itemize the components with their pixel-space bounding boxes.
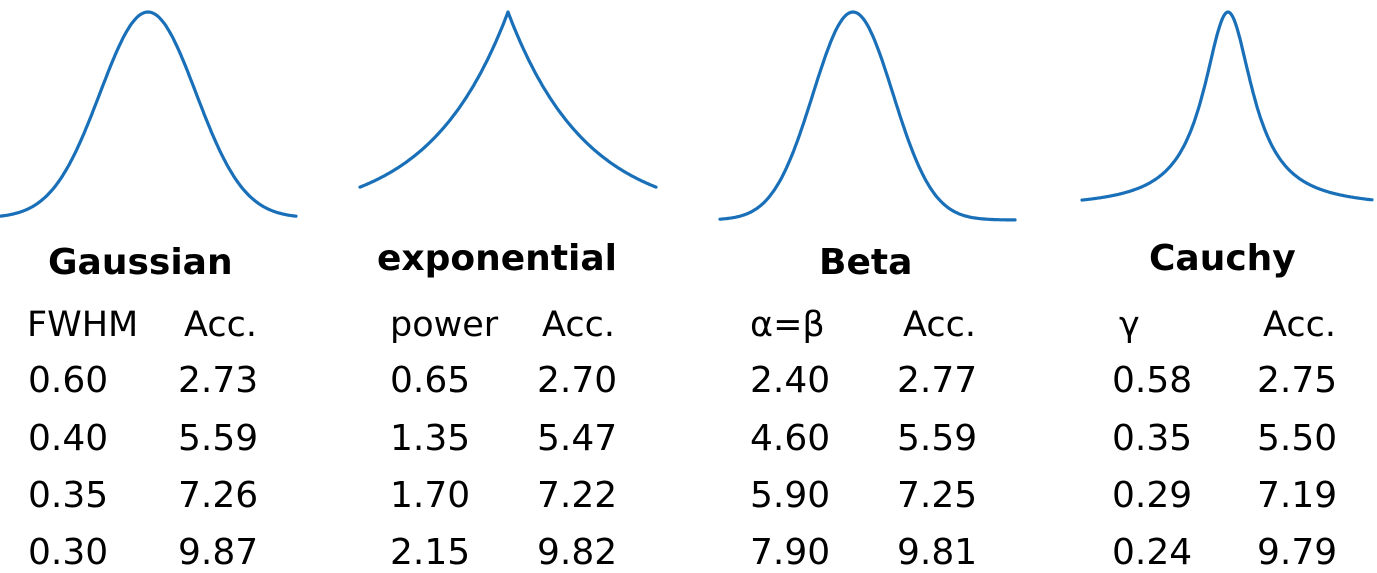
acc-value: 7.22 [537,475,618,516]
param-value: 0.30 [28,532,109,573]
param-header: FWHM [27,305,139,345]
param-value: 0.40 [28,418,109,459]
panel-gaussian: Gaussian FWHM Acc. 0.60 2.73 0.40 5.59 0… [0,0,300,573]
param-value: 7.90 [750,532,831,573]
param-value: 0.35 [1112,418,1193,459]
panel-title: exponential [377,238,617,279]
acc-value: 5.59 [178,418,259,459]
acc-value: 9.81 [897,532,978,573]
panel-cauchy: Cauchy γ Acc. 0.58 2.75 0.35 5.50 0.29 7… [1077,0,1377,573]
acc-value: 5.59 [897,418,978,459]
panel-exponential: exponential power Acc. 0.65 2.70 1.35 5.… [355,0,665,573]
acc-value: 5.47 [537,418,618,459]
param-value: 0.65 [390,360,471,401]
acc-value: 7.26 [178,475,259,516]
acc-value: 5.50 [1257,418,1338,459]
param-value: 5.90 [750,475,831,516]
acc-value: 9.82 [537,532,618,573]
panel-title: Beta [819,242,913,283]
param-value: 1.35 [390,418,471,459]
param-value: 0.60 [28,360,109,401]
acc-header: Acc. [1263,305,1336,345]
param-value: 4.60 [750,418,831,459]
param-header: γ [1119,305,1140,345]
panel-title: Cauchy [1149,238,1296,279]
beta-curve-icon [718,10,1017,222]
acc-value: 2.70 [537,360,618,401]
acc-header: Acc. [184,305,257,345]
acc-value: 2.77 [897,360,978,401]
acc-value: 7.25 [897,475,978,516]
acc-header: Acc. [903,305,976,345]
param-value: 1.70 [390,475,471,516]
panel-beta: Beta α=β Acc. 2.40 2.77 4.60 5.59 5.90 7… [715,0,1025,573]
acc-value: 2.73 [178,360,259,401]
acc-header: Acc. [542,305,615,345]
param-value: 0.24 [1112,532,1193,573]
acc-value: 9.79 [1257,532,1338,573]
param-value: 0.29 [1112,475,1193,516]
param-value: 0.35 [28,475,109,516]
param-header: power [390,305,499,345]
param-value: 2.40 [750,360,831,401]
param-value: 2.15 [390,532,471,573]
param-header: α=β [750,305,825,345]
param-value: 0.58 [1112,360,1193,401]
panel-title: Gaussian [48,242,233,283]
laplace-curve-icon [358,10,658,189]
acc-value: 7.19 [1257,475,1338,516]
acc-value: 9.87 [178,532,259,573]
gaussian-curve-icon [0,10,298,218]
cauchy-curve-icon [1080,10,1374,202]
acc-value: 2.75 [1257,360,1338,401]
